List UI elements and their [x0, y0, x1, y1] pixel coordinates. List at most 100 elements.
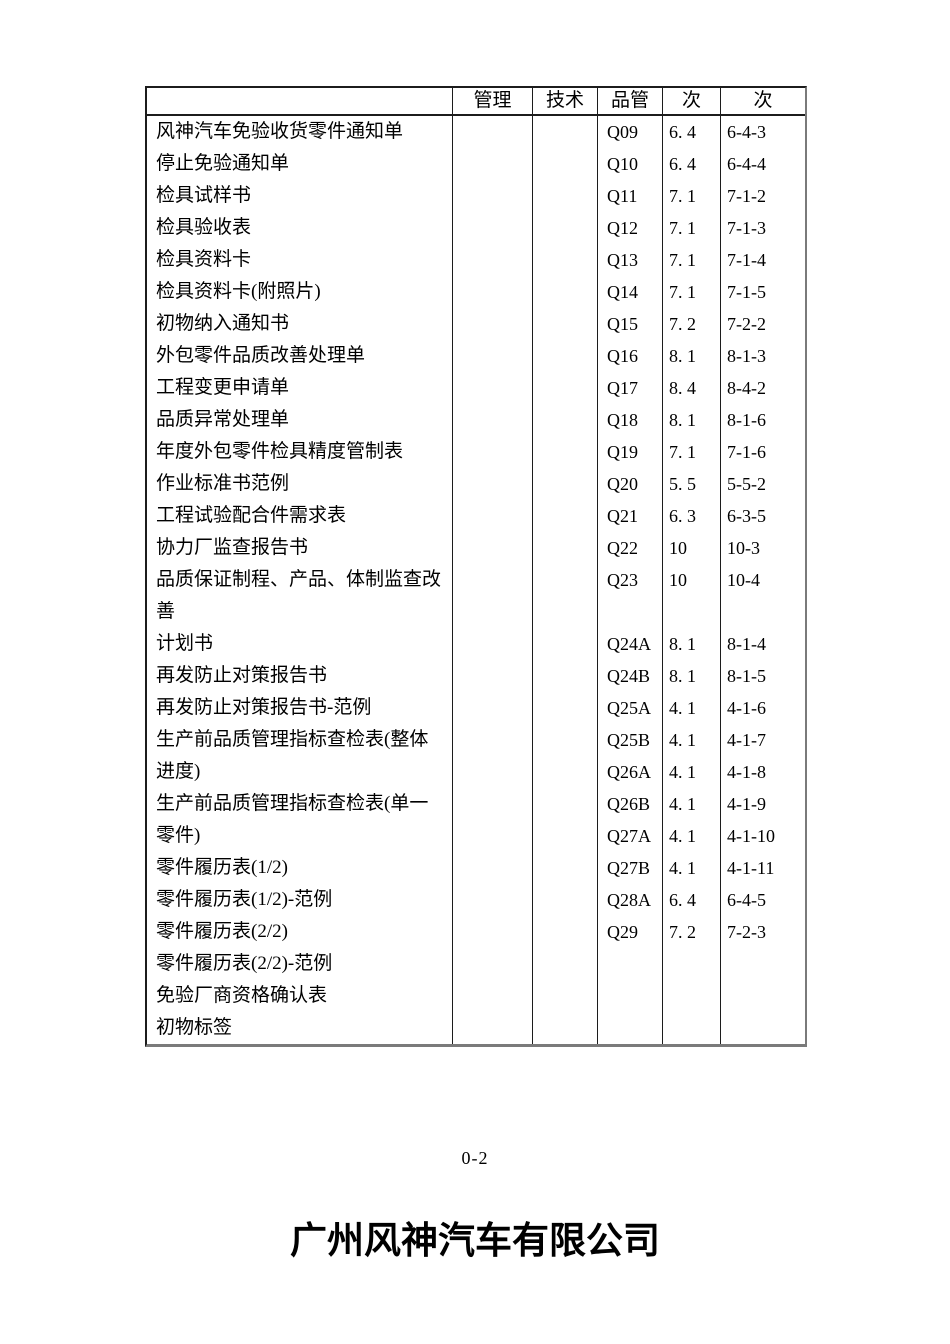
cell-technology	[533, 724, 598, 756]
cell-quality-control-code: Q15	[598, 308, 663, 340]
cell-document-name: 检具资料卡	[147, 244, 453, 276]
table-row: 外包零件品质改善处理单 Q16 8. 1 8-1-3	[147, 340, 805, 372]
cell-document-name: 协力厂监查报告书	[147, 532, 453, 564]
cell-management	[453, 884, 533, 916]
cell-page-number: 4-1-7	[727, 730, 766, 750]
cell-quality-control-code: Q27B	[598, 852, 663, 884]
cell-document-name: 再发防止对策报告书-范例	[147, 692, 453, 724]
cell-technology	[533, 1012, 598, 1044]
header-cell-page: 次	[753, 90, 773, 111]
header-cell-quality-control: 品管	[598, 88, 663, 114]
cell-quality-control-code: Q19	[598, 436, 663, 468]
cell-section-number: 7. 1	[663, 212, 721, 244]
cell-section-number: 7. 2	[663, 308, 721, 340]
cell-management	[453, 628, 533, 660]
table-row: 零件履历表(1/2) Q27B 4. 1 4-1-11	[147, 852, 805, 884]
cell-technology	[533, 340, 598, 372]
cell-technology	[533, 692, 598, 724]
cell-section-number: 6. 4	[663, 116, 721, 148]
cell-page-number: 7-1-5	[727, 282, 766, 302]
cell-technology	[533, 596, 598, 628]
cell-section-number: 6. 4	[663, 884, 721, 916]
cell-page-number: 4-1-6	[727, 698, 766, 718]
table-row: 善	[147, 596, 805, 628]
cell-management	[453, 340, 533, 372]
cell-page-number	[721, 1012, 805, 1044]
cell-technology	[533, 404, 598, 436]
cell-quality-control-code: Q26A	[598, 756, 663, 788]
cell-page-number: 4-1-11	[727, 858, 775, 878]
cell-management	[453, 500, 533, 532]
cell-technology	[533, 212, 598, 244]
cell-document-name: 品质异常处理单	[147, 404, 453, 436]
cell-management	[453, 404, 533, 436]
cell-technology	[533, 820, 598, 852]
cell-management	[453, 660, 533, 692]
cell-technology	[533, 276, 598, 308]
cell-page-number: 8-1-5	[727, 666, 766, 686]
table-row: 品质保证制程、产品、体制监查改 Q23 10 10-4	[147, 564, 805, 596]
cell-document-name: 检具资料卡(附照片)	[147, 276, 453, 308]
cell-section-number: 4. 1	[663, 852, 721, 884]
table-row: 进度) Q26A 4. 1 4-1-8	[147, 756, 805, 788]
cell-management	[453, 468, 533, 500]
cell-page-number: 7-2-2	[727, 314, 766, 334]
cell-page-number	[721, 948, 805, 980]
cell-section-number: 7. 1	[663, 180, 721, 212]
cell-section-number: 4. 1	[663, 724, 721, 756]
cell-management	[453, 820, 533, 852]
cell-management	[453, 308, 533, 340]
cell-section-number: 8. 1	[663, 660, 721, 692]
company-title: 广州风神汽车有限公司	[290, 1221, 660, 1262]
cell-document-name: 风神汽车免验收货零件通知单	[147, 116, 453, 148]
cell-technology	[533, 468, 598, 500]
header-cell-technology: 技术	[533, 88, 598, 114]
table-row: 再发防止对策报告书 Q24B 8. 1 8-1-5	[147, 660, 805, 692]
cell-document-name: 生产前品质管理指标查检表(整体	[147, 724, 453, 756]
cell-section-number: 8. 1	[663, 628, 721, 660]
table-row: 检具验收表 Q12 7. 1 7-1-3	[147, 212, 805, 244]
cell-management	[453, 436, 533, 468]
cell-technology	[533, 884, 598, 916]
cell-quality-control-code: Q25B	[598, 724, 663, 756]
table-row: 生产前品质管理指标查检表(整体 Q25B 4. 1 4-1-7	[147, 724, 805, 756]
cell-page-number	[721, 980, 805, 1012]
cell-technology	[533, 116, 598, 148]
cell-document-name: 零件)	[147, 820, 453, 852]
cell-document-name: 检具试样书	[147, 180, 453, 212]
cell-document-name: 品质保证制程、产品、体制监查改	[147, 564, 453, 596]
cell-section-number: 5. 5	[663, 468, 721, 500]
cell-quality-control-code: Q09	[598, 116, 663, 148]
cell-technology	[533, 660, 598, 692]
cell-section-number: 6. 4	[663, 148, 721, 180]
cell-technology	[533, 564, 598, 596]
cell-document-name: 再发防止对策报告书	[147, 660, 453, 692]
table-row: 初物标签	[147, 1012, 805, 1044]
table-row: 检具试样书 Q11 7. 1 7-1-2	[147, 180, 805, 212]
cell-page-number: 7-1-4	[727, 250, 766, 270]
cell-document-name: 免验厂商资格确认表	[147, 980, 453, 1012]
cell-document-name: 作业标准书范例	[147, 468, 453, 500]
table-row: 风神汽车免验收货零件通知单 Q09 6. 4 6-4-3	[147, 116, 805, 148]
cell-management	[453, 148, 533, 180]
cell-page-number	[721, 596, 805, 628]
cell-quality-control-code: Q24A	[598, 628, 663, 660]
cell-quality-control-code: Q22	[598, 532, 663, 564]
cell-page-number: 4-1-10	[727, 826, 775, 846]
cell-management	[453, 948, 533, 980]
cell-management	[453, 372, 533, 404]
cell-section-number	[663, 596, 721, 628]
cell-quality-control-code	[598, 596, 663, 628]
cell-management	[453, 724, 533, 756]
cell-management	[453, 596, 533, 628]
cell-section-number: 7. 1	[663, 276, 721, 308]
cell-section-number: 4. 1	[663, 692, 721, 724]
cell-management	[453, 692, 533, 724]
cell-management	[453, 756, 533, 788]
cell-section-number: 7. 2	[663, 916, 721, 948]
cell-management	[453, 532, 533, 564]
cell-page-number: 10-4	[727, 570, 760, 590]
cell-management	[453, 980, 533, 1012]
cell-section-number: 7. 1	[663, 436, 721, 468]
cell-page-number: 7-1-2	[727, 186, 766, 206]
